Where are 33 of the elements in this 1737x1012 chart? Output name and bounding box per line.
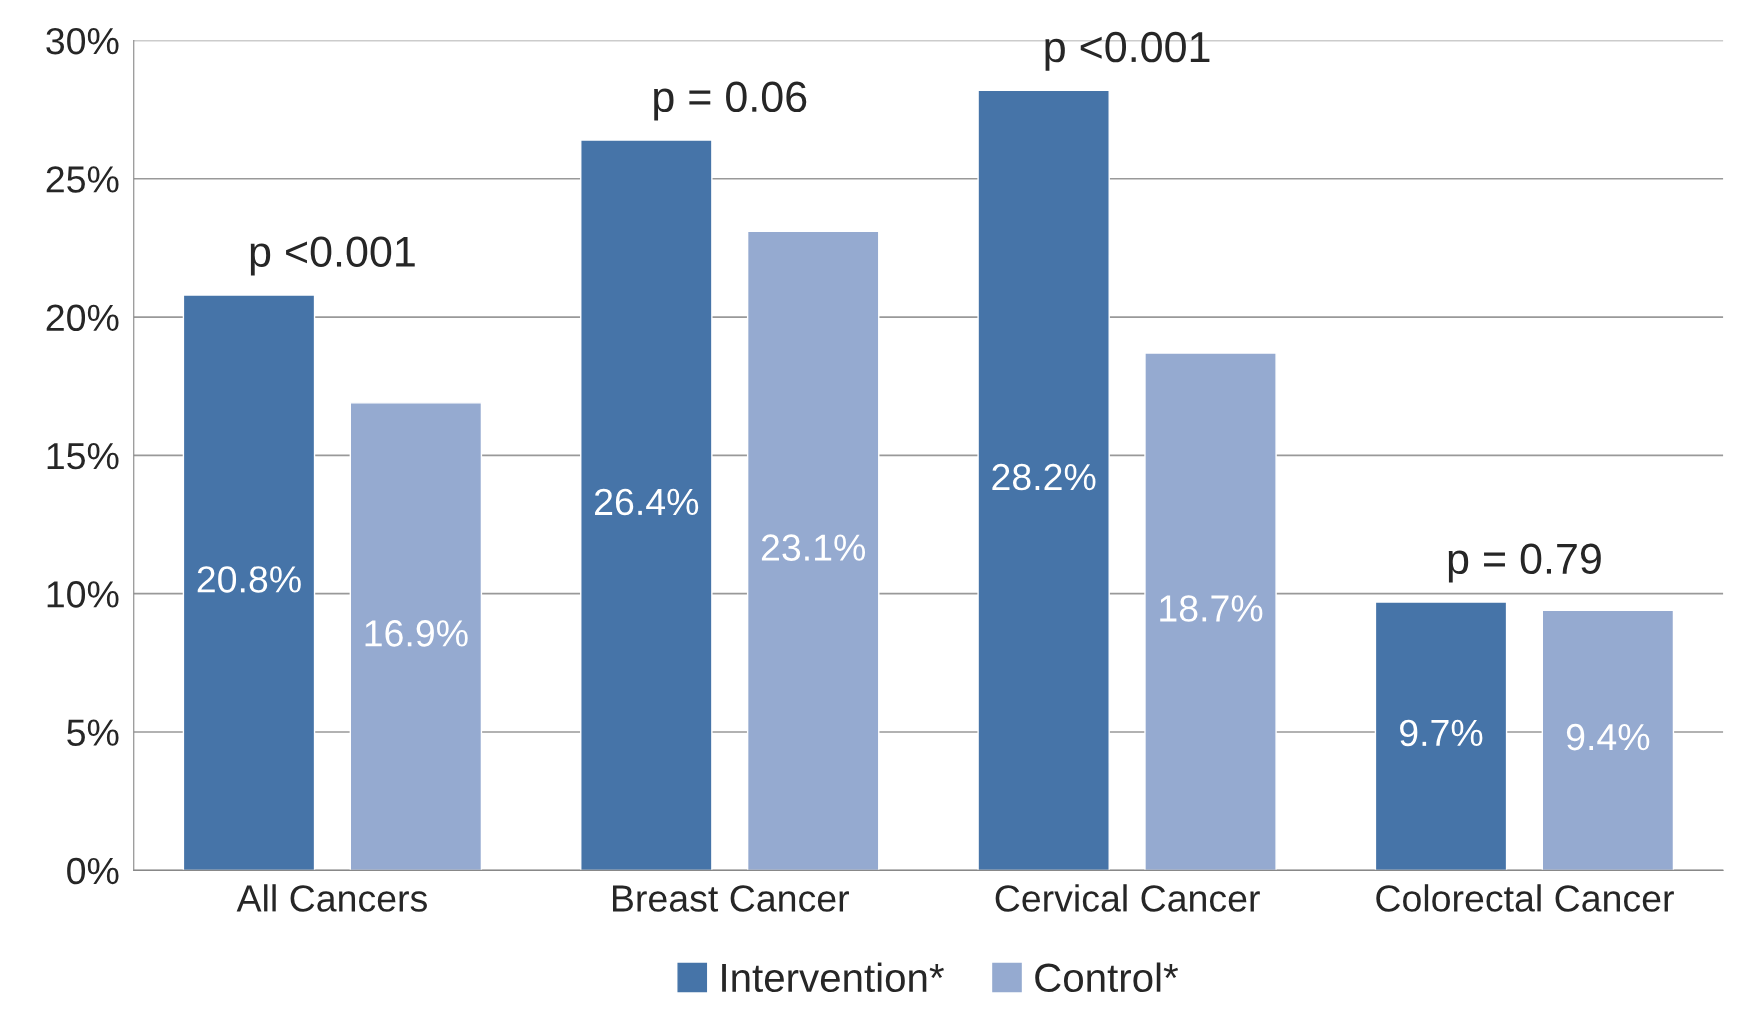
bar <box>349 402 483 871</box>
bar <box>182 294 316 871</box>
y-tick-label: 20% <box>46 304 119 332</box>
x-tick-label: Cervical Cancer <box>995 884 1260 912</box>
x-tick-label: All Cancers <box>236 884 427 912</box>
data-label: 18.7% <box>1160 595 1263 622</box>
bar <box>1144 352 1277 871</box>
y-tick-label: 5% <box>67 719 119 746</box>
y-tick-label: 25% <box>46 166 119 193</box>
annotation: p <0.001 <box>250 236 415 276</box>
bar <box>977 89 1110 871</box>
annotation: p = 0.79 <box>1448 543 1601 583</box>
x-tick-label: Breast Cancer <box>613 885 849 912</box>
bar <box>580 139 713 871</box>
y-tick-label: 15% <box>47 442 119 470</box>
y-tick-label: 10% <box>47 581 119 608</box>
bar <box>1374 601 1508 871</box>
data-label: 16.9% <box>365 620 468 647</box>
bar <box>746 230 880 871</box>
legend-label: Intervention* <box>722 962 944 993</box>
annotation: p <0.001 <box>1045 31 1210 71</box>
bar <box>1541 609 1675 871</box>
y-tick-label: 0% <box>67 857 119 885</box>
x-tick-label: Colorectal Cancer <box>1376 884 1674 912</box>
data-label: 9.4% <box>1566 723 1650 751</box>
data-label: 28.2% <box>992 463 1096 491</box>
data-label: 20.8% <box>197 566 301 593</box>
legend-label: Control* <box>1035 962 1179 993</box>
y-tick-label: 30% <box>46 27 119 55</box>
annotation: p = 0.06 <box>654 81 807 121</box>
data-label: 23.1% <box>761 534 866 561</box>
data-label: 9.7% <box>1400 719 1483 747</box>
data-label: 26.4% <box>595 488 699 516</box>
